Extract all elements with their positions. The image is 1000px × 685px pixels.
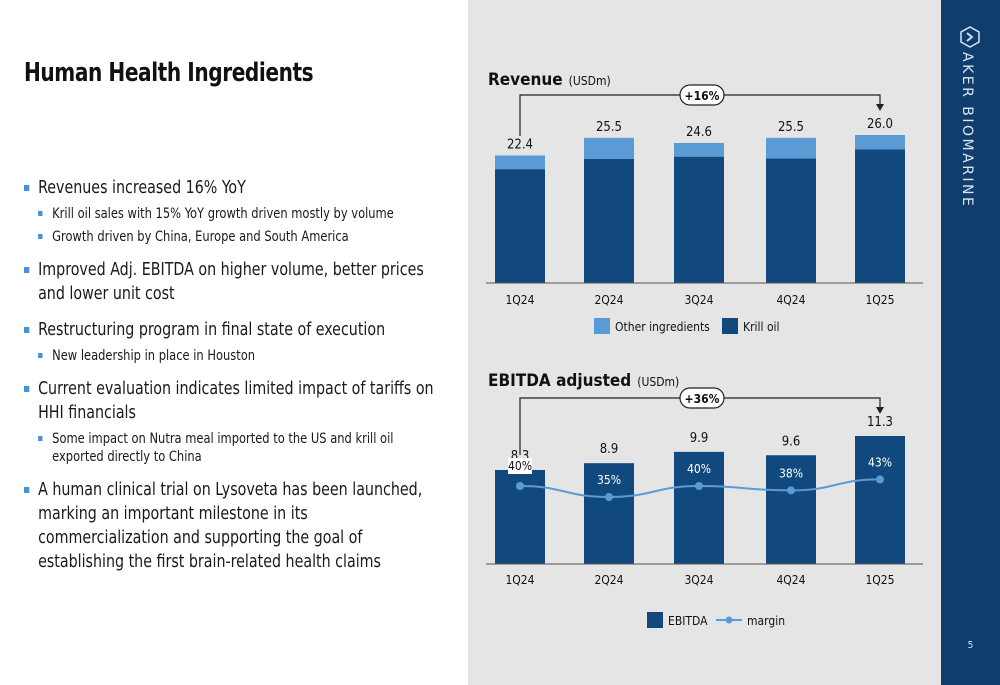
revenue-bar-krill-oil: [674, 156, 724, 283]
margin-point: [605, 493, 613, 501]
ebitda-growth-arrow-icon: [876, 407, 884, 414]
legend-swatch-other-ingredients: [594, 318, 610, 334]
revenue-bar-other-ingredients: [495, 155, 545, 170]
left-panel: Human Health Ingredients Revenues increa…: [0, 0, 468, 685]
legend-label-ebitda: EBITDA: [668, 614, 708, 628]
sub-bullet-krill-sales: Krill oil sales with 15% YoY growth driv…: [24, 205, 438, 223]
revenue-category-label: 2Q24: [594, 293, 623, 307]
margin-point: [787, 486, 795, 495]
sub-bullet-nutra-meal: Some impact on Nutra meal imported to th…: [24, 430, 438, 466]
revenue-category-label: 4Q24: [776, 293, 805, 307]
bullet-restructuring: Restructuring program in final state of …: [24, 318, 438, 342]
page-title: Human Health Ingredients: [24, 58, 314, 88]
revenue-bar-krill-oil: [766, 158, 816, 283]
ebitda-category-label: 1Q25: [865, 573, 894, 587]
brand-name: AKER BIOMARINE: [959, 52, 975, 209]
ebitda-value-label: 8.9: [600, 442, 619, 457]
legend-label-margin: margin: [747, 614, 785, 628]
margin-label: 40%: [508, 459, 532, 473]
legend-swatch-ebitda: [647, 612, 663, 628]
ebitda-chart-title: EBITDA adjusted (USDm): [488, 371, 679, 391]
revenue-total-label: 25.5: [778, 120, 804, 135]
legend-label-other-ingredients: Other ingredients: [615, 320, 710, 334]
ebitda-bar: [766, 455, 816, 564]
margin-label: 40%: [687, 462, 711, 476]
revenue-growth-label: +16%: [685, 89, 720, 103]
revenue-total-label: 26.0: [867, 117, 893, 132]
revenue-bar-other-ingredients: [584, 137, 634, 159]
legend-swatch-krill-oil: [722, 318, 738, 334]
ebitda-chart: EBITDA adjusted (USDm) 8.31Q248.92Q249.93…: [486, 371, 923, 628]
revenue-bar-other-ingredients: [766, 137, 816, 159]
chart-panel: [468, 0, 941, 685]
bullet-ebitda: Improved Adj. EBITDA on higher volume, b…: [24, 258, 438, 306]
ebitda-value-label: 11.3: [867, 415, 893, 430]
revenue-category-label: 3Q24: [684, 293, 713, 307]
aker-logo-icon: [960, 26, 980, 48]
ebitda-value-label: 9.6: [782, 434, 801, 449]
ebitda-growth-label: +36%: [685, 392, 720, 406]
ebitda-category-label: 1Q24: [505, 573, 534, 587]
revenue-growth-badge: [679, 84, 725, 106]
ebitda-bar: [674, 451, 724, 564]
revenue-total-label: 24.6: [686, 125, 712, 140]
bullet-clinical-trial: A human clinical trial on Lysoveta has b…: [24, 478, 438, 574]
ebitda-category-label: 4Q24: [776, 573, 805, 587]
margin-label: 38%: [779, 466, 803, 480]
sub-bullet-growth-regions: Growth driven by China, Europe and South…: [24, 228, 438, 246]
revenue-bar-krill-oil: [855, 149, 905, 283]
bullet-tariffs: Current evaluation indicates limited imp…: [24, 377, 438, 425]
margin-point: [695, 482, 703, 490]
brand-sidebar: AKER BIOMARINE 5: [941, 0, 1000, 685]
revenue-chart-title: Revenue (USDm): [488, 70, 611, 90]
revenue-bar-other-ingredients: [855, 135, 905, 150]
ebitda-bar: [584, 463, 634, 564]
ebitda-category-label: 2Q24: [594, 573, 623, 587]
sub-bullet-leadership: New leadership in place in Houston: [24, 347, 438, 365]
bullet-revenue: Revenues increased 16% YoY: [24, 176, 438, 200]
revenue-chart: Revenue (USDm) 22.4 1Q24 25.5 2Q24 24.6 3Q24 25…: [486, 70, 923, 334]
ebitda-growth-badge: [679, 387, 725, 409]
margin-label: 35%: [597, 473, 621, 487]
ebitda-value-label: 9.9: [690, 431, 709, 446]
revenue-bar-krill-oil: [584, 158, 634, 283]
revenue-total-label: 25.5: [596, 120, 622, 135]
ebitda-bar: [855, 436, 905, 564]
page-number: 5: [967, 640, 974, 651]
legend-swatch-margin-marker: [725, 616, 733, 624]
margin-point: [876, 475, 884, 484]
revenue-category-label: 1Q25: [865, 293, 894, 307]
margin-label-box: [508, 458, 532, 474]
revenue-growth-arrow-icon: [876, 104, 884, 111]
legend-label-krill-oil: Krill oil: [743, 320, 780, 334]
bullet-list: Revenues increased 16% YoY Krill oil sal…: [24, 176, 438, 574]
revenue-total-label: 22.4: [507, 137, 533, 152]
margin-label: 43%: [868, 455, 892, 469]
revenue-bar-other-ingredients: [674, 142, 724, 157]
margin-point: [516, 482, 524, 490]
revenue-bar-krill-oil: [495, 169, 545, 283]
revenue-category-label: 1Q24: [505, 293, 534, 307]
ebitda-category-label: 3Q24: [684, 573, 713, 587]
